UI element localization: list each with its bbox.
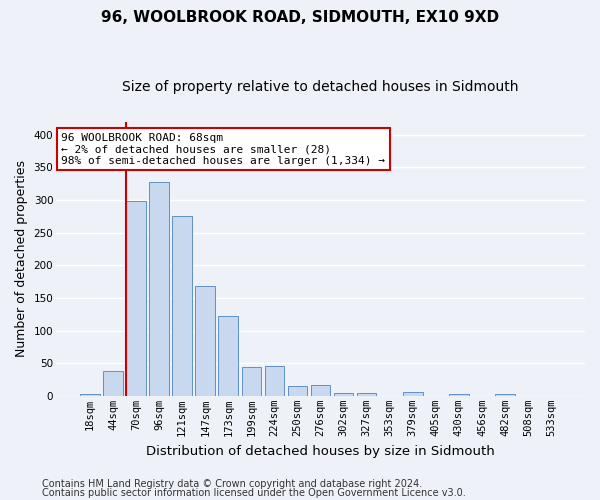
Bar (287, 386, 307, 396)
Bar (149, 182, 169, 396)
Text: 96, WOOLBROOK ROAD, SIDMOUTH, EX10 9XD: 96, WOOLBROOK ROAD, SIDMOUTH, EX10 9XD (101, 10, 499, 25)
Title: Size of property relative to detached houses in Sidmouth: Size of property relative to detached ho… (122, 80, 519, 94)
Text: 96 WOOLBROOK ROAD: 68sqm
← 2% of detached houses are smaller (28)
98% of semi-de: 96 WOOLBROOK ROAD: 68sqm ← 2% of detache… (61, 132, 385, 166)
Bar (449, 394, 469, 396)
Bar (172, 216, 192, 396)
Bar (403, 392, 422, 396)
Y-axis label: Number of detached properties: Number of detached properties (15, 160, 28, 357)
X-axis label: Distribution of detached houses by size in Sidmouth: Distribution of detached houses by size … (146, 444, 495, 458)
Bar (334, 394, 353, 396)
Bar (311, 386, 331, 396)
Bar (80, 394, 100, 396)
Bar (196, 286, 215, 396)
Bar (126, 201, 146, 396)
Bar (242, 367, 261, 396)
Bar (103, 371, 123, 396)
Bar (218, 316, 238, 396)
Bar (495, 394, 515, 396)
Text: Contains public sector information licensed under the Open Government Licence v3: Contains public sector information licen… (42, 488, 466, 498)
Text: Contains HM Land Registry data © Crown copyright and database right 2024.: Contains HM Land Registry data © Crown c… (42, 479, 422, 489)
Bar (357, 392, 376, 396)
Bar (265, 366, 284, 396)
